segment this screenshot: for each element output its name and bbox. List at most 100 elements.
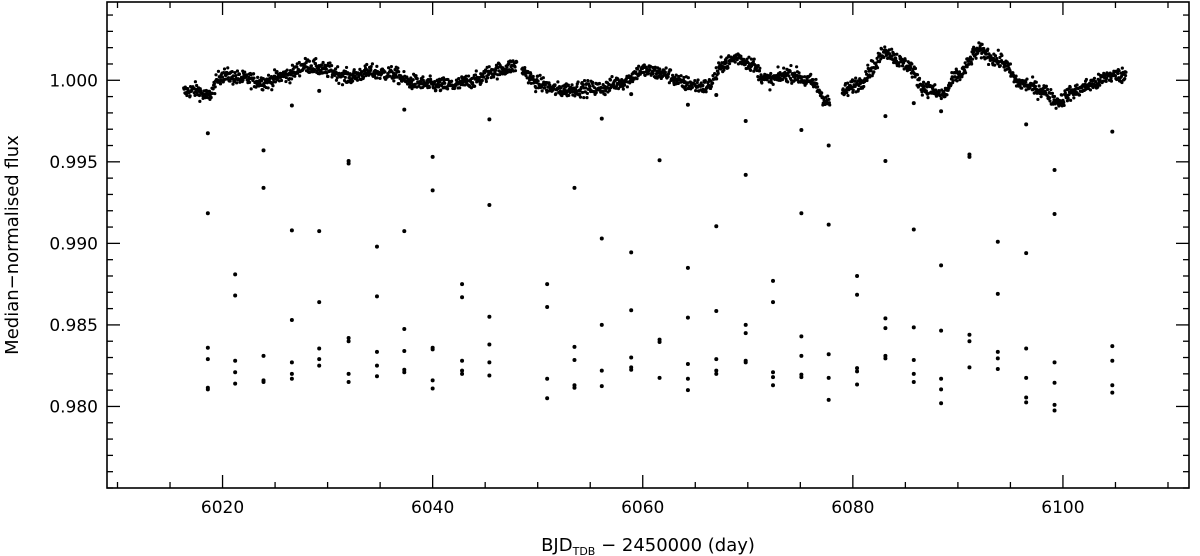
baseline-point <box>513 65 517 69</box>
baseline-point <box>226 66 230 70</box>
baseline-point <box>437 83 441 87</box>
transit-point <box>346 335 351 340</box>
baseline-point <box>782 66 786 70</box>
baseline-point <box>879 47 884 51</box>
baseline-point <box>213 85 217 89</box>
baseline-point <box>365 62 369 67</box>
baseline-point <box>529 72 533 76</box>
baseline-point <box>585 96 589 100</box>
baseline-point <box>594 90 598 95</box>
transit-point <box>487 360 492 365</box>
baseline-point <box>1025 77 1029 81</box>
y-axis-label: Median−normalised flux <box>2 135 23 355</box>
baseline-point <box>986 47 990 51</box>
baseline-point <box>1008 62 1013 66</box>
x-tick-label: 6100 <box>1041 498 1084 518</box>
transit-point <box>317 88 322 93</box>
transit-point <box>855 366 860 371</box>
transit-point <box>487 203 492 208</box>
baseline-point <box>298 74 302 78</box>
transit-point <box>967 365 972 370</box>
baseline-point <box>651 71 655 76</box>
transit-point <box>599 322 604 327</box>
baseline-point <box>769 71 773 76</box>
baseline-point <box>868 75 872 79</box>
baseline-point <box>622 83 627 87</box>
baseline-point <box>370 62 375 66</box>
baseline-point <box>1043 91 1048 95</box>
baseline-point <box>317 72 322 76</box>
baseline-point <box>915 73 920 77</box>
transit-point <box>799 375 804 380</box>
transit-point <box>826 222 831 227</box>
baseline-point <box>648 68 652 72</box>
transit-point <box>714 371 719 376</box>
baseline-point <box>386 66 391 70</box>
baseline-point <box>967 62 971 66</box>
baseline-point <box>793 78 798 82</box>
baseline-point <box>494 63 499 67</box>
baseline-point <box>648 64 652 68</box>
baseline-point <box>489 75 493 80</box>
baseline-point <box>717 61 721 65</box>
baseline-point <box>469 86 474 90</box>
baseline-point <box>222 67 227 71</box>
baseline-point <box>1075 83 1079 87</box>
baseline-point <box>261 88 265 92</box>
baseline-point <box>972 45 976 49</box>
baseline-point <box>585 91 589 95</box>
baseline-point <box>965 65 969 69</box>
baseline-point <box>552 87 556 91</box>
transit-point <box>460 282 465 287</box>
baseline-point <box>663 70 667 74</box>
baseline-point <box>396 66 400 70</box>
baseline-point <box>473 73 478 77</box>
baseline-point <box>193 80 198 84</box>
baseline-point <box>351 79 355 83</box>
baseline-point <box>473 84 477 88</box>
baseline-point <box>845 81 850 85</box>
baseline-point <box>358 67 362 71</box>
baseline-point <box>498 72 502 77</box>
baseline-point <box>826 94 830 98</box>
baseline-point <box>1084 77 1088 82</box>
baseline-point <box>220 75 225 79</box>
baseline-point <box>970 57 975 61</box>
transit-point <box>657 158 662 163</box>
baseline-point <box>1066 96 1070 100</box>
baseline-point <box>313 68 317 72</box>
baseline-point <box>388 74 392 78</box>
baseline-point <box>795 65 799 69</box>
baseline-point <box>917 76 922 80</box>
baseline-point <box>955 79 959 83</box>
transit-point <box>939 376 944 381</box>
baseline-point <box>254 85 258 89</box>
transit-point <box>911 371 916 376</box>
baseline-point <box>664 66 668 70</box>
baseline-point <box>279 78 284 83</box>
baseline-point <box>556 80 560 84</box>
transit-point <box>545 396 550 401</box>
baseline-point <box>284 79 288 84</box>
baseline-point <box>226 76 231 80</box>
baseline-point <box>1014 74 1018 78</box>
baseline-point <box>534 89 538 94</box>
transit-point <box>599 236 604 241</box>
transit-point <box>629 355 634 360</box>
baseline-point <box>209 95 213 100</box>
baseline-point <box>474 69 478 73</box>
baseline-point <box>496 65 500 70</box>
transit-point <box>261 148 266 153</box>
baseline-point <box>466 79 470 83</box>
transit-point <box>826 375 831 380</box>
transit-point <box>460 368 465 373</box>
baseline-point <box>443 81 447 85</box>
baseline-point <box>776 65 780 69</box>
transit-point <box>911 101 916 106</box>
transit-point <box>629 250 634 255</box>
baseline-point <box>920 93 924 97</box>
baseline-point <box>540 89 544 93</box>
transit-point <box>487 373 492 378</box>
transit-point <box>572 185 577 190</box>
